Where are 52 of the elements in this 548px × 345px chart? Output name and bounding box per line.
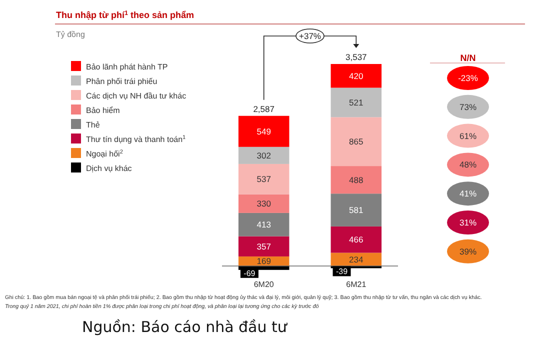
text: +37% [299, 31, 322, 41]
bar [238, 146, 290, 164]
data-label: 234 [349, 254, 364, 264]
bar [238, 236, 290, 256]
bar [238, 164, 290, 194]
text: N/N [460, 53, 476, 63]
text: Tỷ đồng [56, 30, 85, 39]
legend-label: Ngoại hối$^{2}$ [86, 150, 123, 158]
legend-label: Dịch vụ khác [86, 164, 132, 173]
bar [330, 88, 382, 118]
text: 73% [459, 102, 477, 112]
total-label: 3,537 [346, 52, 368, 62]
bar [330, 166, 382, 194]
data-label: -69 [244, 268, 256, 278]
bar [330, 117, 382, 166]
bar [330, 226, 382, 253]
legend-label: Bảo lãnh phát hành TP [86, 62, 168, 72]
bar [330, 64, 382, 88]
data-label: 549 [256, 126, 272, 136]
text: Thu nhập từ phí$^{1}$ theo sản phẩm [56, 10, 194, 20]
x-tick-label: 6M21 [346, 280, 367, 289]
data-label: 521 [349, 97, 364, 108]
text: 39% [459, 246, 477, 256]
text: -23% [458, 73, 478, 83]
bar [238, 212, 290, 236]
data-label: 488 [349, 174, 364, 185]
data-label: -39 [336, 267, 348, 276]
text: 61% [459, 130, 477, 141]
legend-label: Bảo hiểm [86, 106, 120, 115]
data-label: 537 [256, 174, 272, 184]
text: 48% [459, 160, 477, 170]
data-label: 466 [349, 234, 364, 245]
legend-label: Phân phối trái phiếu [86, 77, 158, 86]
data-label: 169 [256, 256, 272, 266]
x-tick-label: 6M20 [254, 280, 274, 289]
bar [330, 194, 382, 226]
data-label: 581 [349, 205, 364, 216]
data-label: 413 [256, 220, 272, 230]
text: 31% [459, 218, 477, 228]
data-label: 330 [256, 198, 272, 209]
data-label: 865 [349, 136, 364, 147]
total-label: 2,587 [253, 104, 275, 114]
bar [238, 194, 290, 213]
data-label: 420 [349, 70, 364, 81]
data-label: 302 [256, 150, 272, 160]
text: 41% [459, 188, 477, 199]
legend-label: Thư tín dụng và thanh toán$^{1}$ [86, 135, 186, 144]
legend-label: Các dịch vụ NH đầu tư khác [86, 92, 186, 100]
data-label: 357 [256, 241, 272, 252]
legend-label: Thẻ [86, 120, 100, 130]
bar [238, 116, 290, 147]
text: Nguồn: Báo cáo nhà đầu tư [82, 318, 288, 336]
